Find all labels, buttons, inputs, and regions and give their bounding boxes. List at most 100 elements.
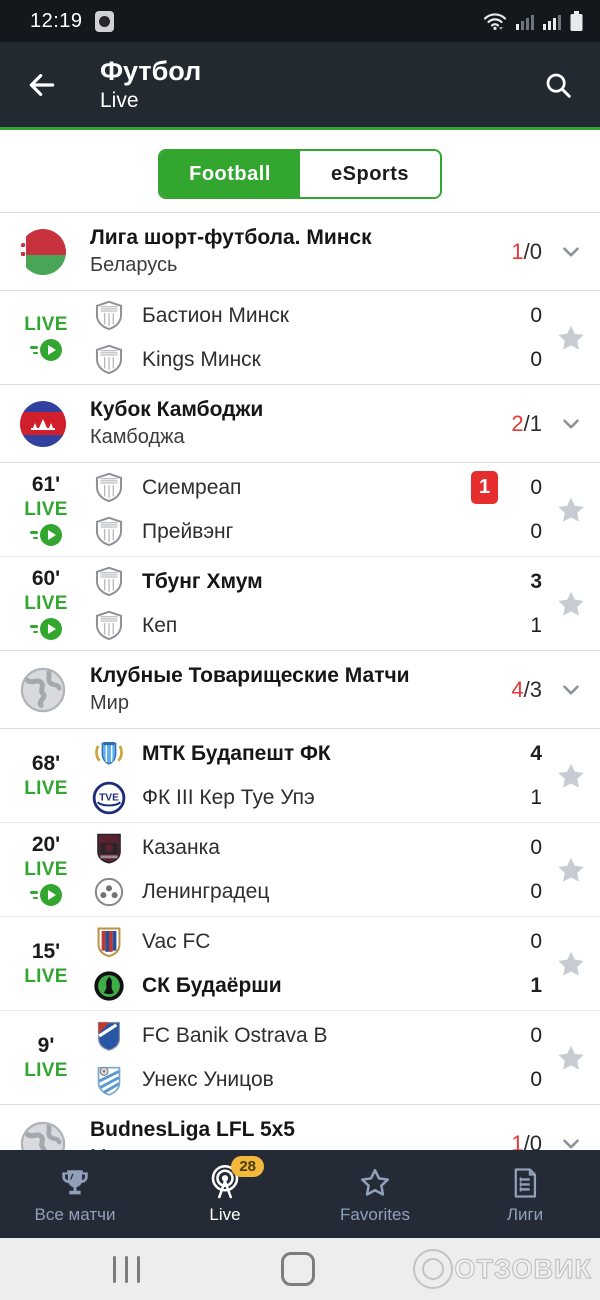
match-row-mtk-tve[interactable]: 68' LIVE МТК Будапешт ФК 4 TVE ФК III Ке… — [0, 729, 600, 822]
generic-shield-icon — [92, 609, 126, 643]
away-team-name: Kings Минск — [142, 347, 261, 371]
search-icon — [546, 73, 571, 98]
match-row-bastion-kings[interactable]: LIVE Бастион Минск 0 Kings Минск 0 — [0, 291, 600, 384]
chevron-down-icon — [563, 1138, 579, 1149]
star-icon — [558, 497, 584, 522]
league-header-cambodia[interactable]: Кубок Камбоджи Камбоджа 2/1 — [0, 384, 600, 463]
league-name: Лига шорт-футбола. Минск — [90, 226, 372, 249]
nav-all-matches[interactable]: Все матчи — [20, 1164, 130, 1225]
star-icon — [558, 325, 584, 350]
match-row-tbung-kep[interactable]: 60' LIVE Тбунг Хмум 3 Кеп 1 — [0, 556, 600, 650]
generic-shield-icon — [92, 565, 126, 599]
status-time: 12:19 — [30, 9, 83, 32]
home-score: 0 — [530, 303, 542, 327]
nav-label: Все матчи — [34, 1204, 116, 1224]
nav-live[interactable]: 28 Live — [170, 1155, 280, 1225]
live-play-icon — [30, 339, 62, 361]
league-name: Кубок Камбоджи — [90, 398, 264, 421]
app-header: Футбол Live — [0, 42, 600, 130]
star-icon — [558, 1045, 584, 1070]
cambodia-flag-icon — [20, 400, 66, 447]
budaors-logo-icon — [92, 969, 126, 1003]
otzovik-logo-icon — [412, 1249, 453, 1289]
chevron-down-icon — [563, 684, 579, 695]
toggle-esports-button[interactable]: eSports — [300, 151, 440, 197]
away-score: 1 — [530, 973, 542, 997]
collapse-section-button[interactable] — [558, 1131, 584, 1151]
trophy-icon — [62, 1169, 88, 1194]
home-team-name: МТК Будапешт ФК — [142, 741, 331, 765]
android-navigation-bar: ОТЗОВИК — [0, 1238, 600, 1300]
match-row-banik-unicov[interactable]: 9' LIVE FC Banik Ostrava B 0 Унекс Уницо… — [0, 1010, 600, 1104]
home-team-name: Бастион Минск — [142, 303, 289, 327]
live-label: LIVE — [24, 593, 68, 614]
chevron-down-icon — [563, 418, 579, 429]
favorite-star-button[interactable] — [542, 1042, 600, 1074]
match-row-siemreap-preyveng[interactable]: 61' LIVE Сиемреап 1 0 Прейвэнг — [0, 463, 600, 556]
mtk-budapest-logo-icon — [92, 737, 126, 771]
league-region: Мир — [90, 692, 129, 714]
favorite-star-button[interactable] — [542, 854, 600, 886]
generic-shield-icon — [92, 299, 126, 333]
back-arrow-icon — [29, 73, 55, 96]
favorite-star-button[interactable] — [542, 948, 600, 980]
home-score: 0 — [530, 475, 542, 499]
banik-shield-icon — [92, 1019, 126, 1053]
toggle-football-button[interactable]: Football — [160, 151, 300, 197]
football-ball-icon — [92, 875, 126, 909]
favorite-star-button[interactable] — [542, 760, 600, 792]
nav-label: Лиги — [506, 1204, 544, 1224]
away-score: 0 — [530, 1067, 542, 1091]
home-team-name: Сиемреап — [142, 475, 242, 499]
live-broadcast-icon — [211, 1164, 239, 1198]
search-button[interactable] — [536, 63, 580, 107]
watermark-text: ОТЗОВИК — [454, 1253, 592, 1284]
back-button[interactable] — [20, 63, 64, 107]
live-label: LIVE — [24, 859, 68, 880]
match-list[interactable]: Football eSports Лига шорт-футбола. Минс… — [0, 130, 600, 1150]
favorite-star-button[interactable] — [542, 322, 600, 354]
live-play-icon — [30, 884, 62, 906]
favorite-star-button[interactable] — [542, 588, 600, 620]
watermark: ОТЗОВИК — [412, 1249, 592, 1289]
match-minute: 20' — [31, 833, 61, 856]
match-row-kazanka-leningradec[interactable]: 20' LIVE Казанка 0 Ленинградец 0 — [0, 822, 600, 916]
favorite-star-button[interactable] — [542, 494, 600, 526]
generic-shield-icon — [92, 471, 126, 505]
battery-icon — [570, 11, 583, 31]
collapse-section-button[interactable] — [558, 411, 584, 437]
notification-app-icon — [94, 10, 114, 32]
league-header-budnesliga[interactable]: BudnesLiga LFL 5x5 Мир 1/0 — [0, 1104, 600, 1150]
away-team-name: Ленинградец — [142, 879, 270, 903]
match-minute: 68' — [31, 751, 61, 775]
nav-favorites[interactable]: Favorites — [320, 1164, 430, 1225]
league-header-club-friendlies[interactable]: Клубные Товарищеские Матчи Мир 4/3 — [0, 650, 600, 729]
page-subtitle: Live — [100, 89, 139, 112]
star-icon — [558, 857, 584, 882]
match-minute: 61' — [31, 473, 61, 496]
match-minute: 60' — [31, 567, 61, 590]
star-outline-icon — [360, 1168, 390, 1196]
globe-icon — [20, 1121, 66, 1150]
recent-apps-button[interactable] — [113, 1255, 140, 1283]
home-button[interactable] — [281, 1252, 315, 1286]
away-team-name: ФК III Кер Туе Упэ — [142, 785, 315, 809]
live-label: LIVE — [24, 1059, 68, 1081]
league-live-counter: 2/1 — [511, 410, 542, 436]
match-row-vac-budaors[interactable]: 15' LIVE Vac FC 0 СК Будаёрши 1 — [0, 916, 600, 1010]
signal-bars-sim1-icon — [516, 15, 534, 30]
nav-leagues[interactable]: Лиги — [470, 1164, 580, 1225]
home-team-name: FC Banik Ostrava B — [142, 1023, 328, 1047]
league-live-counter: 4/3 — [511, 676, 542, 702]
signal-bars-sim2-icon — [543, 15, 561, 30]
page-title: Футбол — [100, 56, 202, 86]
red-card-badge: 1 — [471, 471, 498, 504]
collapse-section-button[interactable] — [558, 239, 584, 265]
league-header-belarus[interactable]: Лига шорт-футбола. Минск Беларусь 1/0 — [0, 212, 600, 291]
home-score: 0 — [530, 1023, 542, 1047]
collapse-section-button[interactable] — [558, 677, 584, 703]
home-team-name: Тбунг Хмум — [142, 569, 263, 593]
home-team-name: Vac FC — [142, 929, 211, 953]
vac-fc-shield-icon — [92, 925, 126, 959]
